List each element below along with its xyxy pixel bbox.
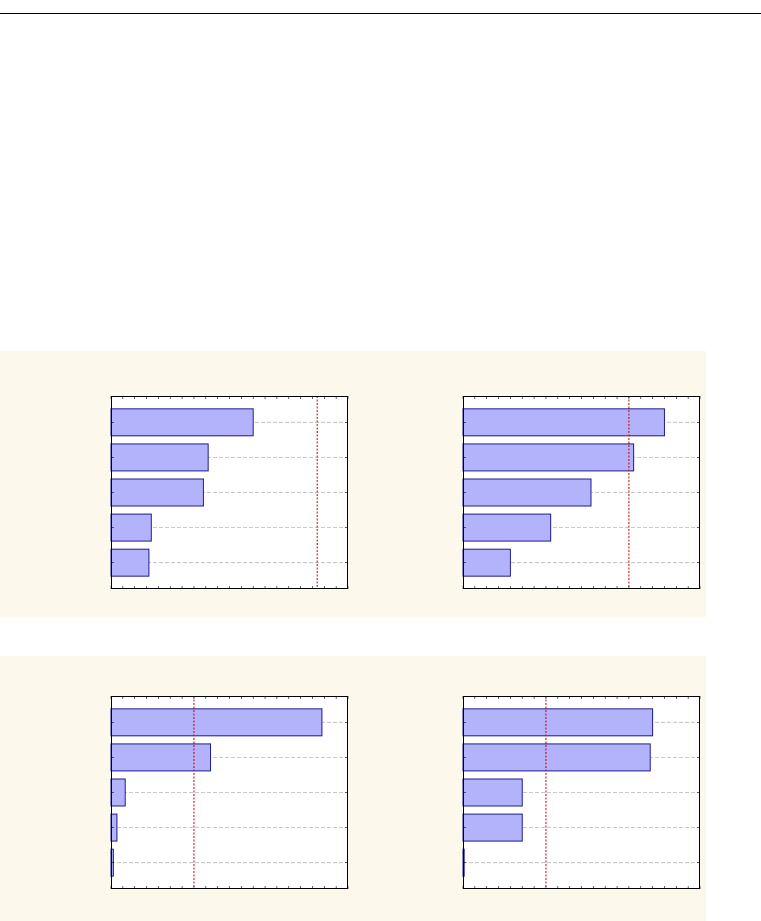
bar (110, 408, 254, 437)
bar (110, 743, 212, 772)
bar (462, 743, 651, 772)
plot-frame (463, 696, 700, 889)
bar-chart-top-right (462, 396, 701, 589)
bar-chart-bottom-right (462, 696, 701, 889)
bar (462, 548, 511, 577)
top-rule (0, 13, 761, 14)
plot-frame (111, 396, 348, 589)
bar-chart-top-left (110, 396, 349, 589)
bar (462, 813, 523, 842)
bar (110, 548, 150, 577)
bar (462, 443, 635, 472)
bar (110, 478, 204, 507)
bar (110, 513, 152, 542)
plot-frame (463, 396, 700, 589)
bar (110, 708, 323, 737)
bar (110, 443, 209, 472)
bar (462, 408, 665, 437)
chart-panel-bottom (0, 656, 706, 921)
bar-chart-bottom-left (110, 696, 349, 889)
plot-frame (111, 696, 348, 889)
bar (462, 478, 592, 507)
bar (462, 708, 654, 737)
chart-panel-top (0, 351, 706, 617)
bar (462, 778, 523, 807)
bar (462, 513, 552, 542)
